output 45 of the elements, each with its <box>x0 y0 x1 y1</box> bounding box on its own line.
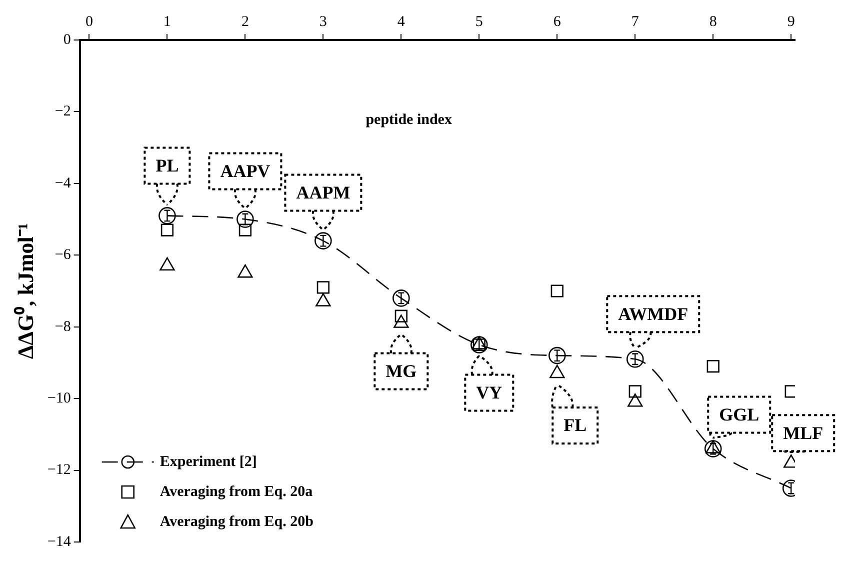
annotation: AWMDF <box>618 304 688 324</box>
y-tick-label: −2 <box>54 104 71 120</box>
x-tick-label: 2 <box>241 14 249 30</box>
y-tick-label: −6 <box>54 247 72 264</box>
x-tick-label: 6 <box>553 14 562 30</box>
point <box>160 224 174 236</box>
y-tick-label: −10 <box>47 390 71 407</box>
annotation: VY <box>476 382 502 402</box>
y-tick-label: −14 <box>47 534 72 550</box>
legend-label: Averaging from Eq. 20b <box>160 514 314 530</box>
y-axis-title: ΔΔG⁰, kJmol⁻¹ <box>12 223 38 359</box>
point <box>704 440 722 458</box>
point <box>236 210 254 228</box>
point <box>316 281 330 294</box>
annotation: AAPM <box>296 182 350 202</box>
legend-label: Experiment [2] <box>160 454 257 470</box>
y-tick-label: −8 <box>54 318 71 335</box>
annotation: PL <box>156 155 179 176</box>
y-tick-label: −12 <box>47 462 71 478</box>
x-tick-label: 3 <box>319 14 327 30</box>
point <box>392 290 410 307</box>
annotation: MLF <box>783 422 824 443</box>
point <box>238 224 252 236</box>
point <box>548 346 566 364</box>
x-tick-label: 7 <box>631 14 640 30</box>
x-axis-title: peptide index <box>366 112 452 128</box>
annotation: AAPV <box>220 160 270 181</box>
point <box>628 385 642 398</box>
x-tick-label: 0 <box>85 14 93 30</box>
annotation: FL <box>564 415 587 436</box>
x-tick-label: 1 <box>163 14 171 30</box>
x-tick-label: 5 <box>475 14 483 30</box>
x-tick-label: 4 <box>397 14 406 30</box>
point <box>626 350 644 368</box>
point <box>550 284 564 298</box>
x-tick-label: 9 <box>787 14 795 30</box>
point <box>158 207 176 224</box>
y-tick-label: −4 <box>54 175 72 192</box>
annotation: GGL <box>719 404 760 424</box>
point <box>706 360 720 373</box>
point <box>314 232 332 250</box>
y-tick-label: 0 <box>63 32 71 48</box>
x-tick-label: 8 <box>709 14 717 30</box>
legend-label: Averaging from Eq. 20a <box>160 484 314 500</box>
annotation: MG <box>386 360 417 381</box>
